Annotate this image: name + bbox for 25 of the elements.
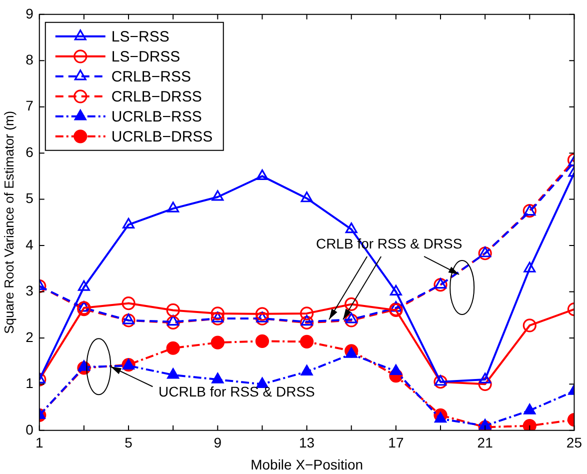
x-tick-label: 13 [299,434,315,451]
y-tick-label: 9 [26,5,34,22]
y-tick-label: 6 [26,144,34,160]
x-axis-title: Mobile X−Position [250,456,364,472]
y-tick-label: 3 [26,282,34,299]
legend-label: CRLB−DRSS [111,88,202,106]
x-tick-label: 21 [477,434,494,451]
x-tick-label: 9 [214,434,222,451]
x-tick-label: 5 [124,434,133,451]
y-tick-label: 2 [26,328,34,345]
y-tick-label: 7 [26,98,34,114]
legend-label: UCRLB−DRSS [111,128,213,146]
y-tick-label: 4 [26,236,34,252]
x-tick-label: 17 [388,434,404,451]
y-axis-title: Square Root Variance of Estimator (m) [1,110,16,334]
y-tick-label: 8 [26,51,34,68]
y-tick-label: 0 [26,421,34,438]
annotation: UCRLB for RSS & DRSS [158,383,315,400]
y-tick-label: 5 [26,190,34,206]
x-tick-label: 25 [566,434,582,451]
legend-label: LS−DRSS [111,48,180,66]
legend-label: LS−RSS [111,28,170,46]
legend-label: UCRLB−RSS [111,108,202,126]
y-tick-label: 1 [26,375,34,392]
legend-label: CRLB−RSS [111,68,192,86]
